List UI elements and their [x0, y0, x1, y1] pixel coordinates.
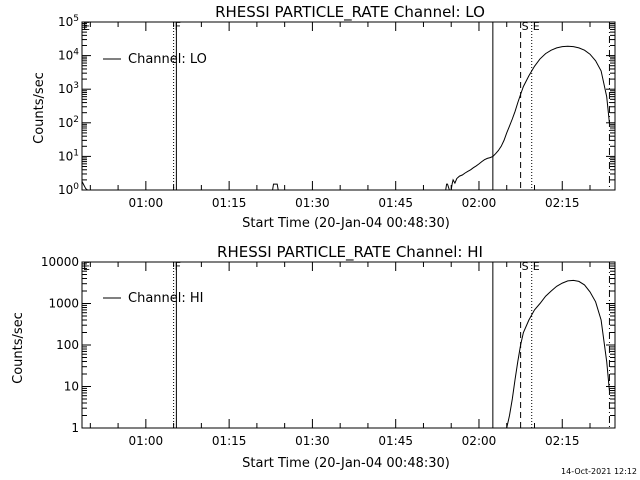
- lo-channel-panel: RHESSI PARTICLE_RATE Channel: LO Counts/…: [32, 3, 616, 231]
- lo-y-tick-label: 103: [58, 81, 79, 96]
- lo-x-tick-label: 01:45: [378, 196, 413, 210]
- hi-plot-frame: [81, 261, 616, 429]
- hi-y-axis-label: Counts/sec: [11, 312, 26, 384]
- hi-x-tick-label: 01:45: [378, 434, 413, 448]
- lo-y-tick-label: 105: [58, 14, 79, 29]
- hi-marker-flag: E: [533, 260, 540, 273]
- lo-y-tick-label: 101: [58, 148, 79, 163]
- lo-y-tick-label: 102: [58, 115, 79, 130]
- lo-plot-frame: [81, 21, 616, 191]
- hi-series-line: [506, 279, 610, 429]
- lo-marker-flag: F: [175, 20, 181, 33]
- lo-marker-flag: S: [522, 20, 529, 33]
- lo-series-line: [81, 45, 610, 191]
- hi-legend-entry: Channel: HI: [128, 291, 204, 306]
- hi-y-tick-label: 10: [64, 380, 79, 394]
- lo-y-axis-label: Counts/sec: [32, 72, 47, 144]
- lo-x-tick-label: 01:30: [295, 196, 330, 210]
- hi-channel-panel: RHESSI PARTICLE_RATE Channel: HI Counts/…: [11, 243, 616, 471]
- footer-timestamp: 14-Oct-2021 12:12: [561, 467, 637, 476]
- hi-y-tick-label: 1000: [48, 297, 79, 311]
- lo-legend-entry: Channel: LO: [128, 52, 207, 67]
- hi-x-tick-label: 01:15: [212, 434, 247, 448]
- hi-x-tick-label: 01:00: [129, 434, 164, 448]
- lo-chart-title: RHESSI PARTICLE_RATE Channel: LO: [215, 3, 485, 22]
- lo-y-tick-label: 100: [58, 182, 79, 197]
- lo-x-tick-label: 02:00: [462, 196, 497, 210]
- hi-y-tick-label: 10000: [41, 255, 79, 269]
- hi-marker-flag: E: [83, 260, 90, 273]
- hi-x-tick-label: 02:00: [462, 434, 497, 448]
- hi-chart-title: RHESSI PARTICLE_RATE Channel: HI: [217, 243, 483, 262]
- lo-y-tick-label: 104: [58, 48, 79, 63]
- lo-x-axis-label: Start Time (20-Jan-04 00:48:30): [242, 216, 450, 231]
- hi-x-tick-label: 01:30: [295, 434, 330, 448]
- hi-marker-flag: S: [522, 260, 529, 273]
- hi-x-axis-label: Start Time (20-Jan-04 00:48:30): [242, 456, 450, 471]
- lo-x-tick-label: 01:00: [129, 196, 164, 210]
- hi-x-tick-label: 02:15: [545, 434, 580, 448]
- lo-x-tick-label: 02:15: [545, 196, 580, 210]
- hi-marker-flag: F: [175, 260, 181, 273]
- lo-marker-flag: E: [533, 20, 540, 33]
- hi-y-tick-label: 100: [56, 338, 79, 352]
- lo-x-tick-label: 01:15: [212, 196, 247, 210]
- hi-y-tick-label: 1: [71, 421, 79, 435]
- lo-marker-flag: E: [83, 20, 90, 33]
